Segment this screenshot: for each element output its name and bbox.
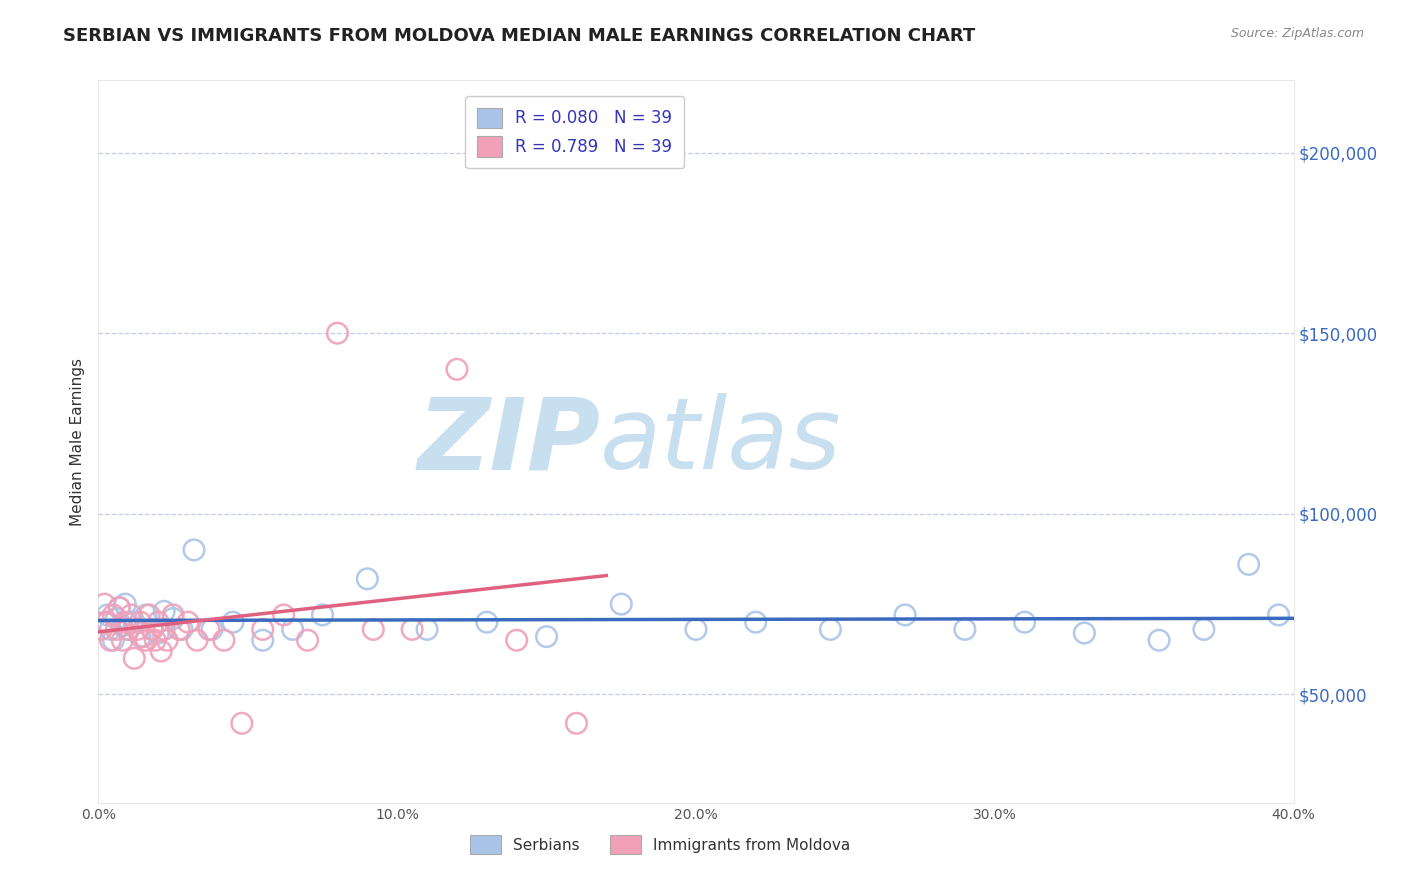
Point [98, 633, 122, 648]
Point [129, 630, 152, 644]
Point [252, 633, 274, 648]
Point [356, 572, 378, 586]
Point [311, 607, 333, 622]
Point [98, 623, 122, 637]
Point [201, 623, 224, 637]
Point [610, 597, 633, 611]
Point [117, 623, 139, 637]
Point [1147, 633, 1170, 648]
Point [252, 623, 274, 637]
Point [1192, 623, 1215, 637]
Text: Source: ZipAtlas.com: Source: ZipAtlas.com [1230, 27, 1364, 40]
Point [141, 623, 163, 637]
Point [162, 607, 184, 622]
Point [148, 615, 170, 630]
Point [93, 597, 115, 611]
Point [153, 623, 176, 637]
Point [135, 607, 157, 622]
Point [132, 630, 155, 644]
Point [143, 633, 166, 648]
Point [212, 633, 235, 648]
Point [135, 633, 157, 648]
Point [198, 623, 221, 637]
Point [105, 623, 128, 637]
Point [124, 651, 146, 665]
Y-axis label: Median Male Earnings: Median Male Earnings [69, 358, 84, 525]
Legend: Serbians, Immigrants from Moldova: Serbians, Immigrants from Moldova [464, 830, 856, 860]
Point [111, 619, 134, 633]
Point [120, 607, 142, 622]
Point [183, 542, 205, 557]
Point [105, 611, 128, 625]
Text: atlas: atlas [600, 393, 842, 490]
Point [167, 623, 190, 637]
Point [138, 607, 160, 622]
Point [506, 633, 529, 648]
Point [96, 615, 118, 630]
Point [108, 600, 131, 615]
Point [114, 615, 136, 630]
Text: SERBIAN VS IMMIGRANTS FROM MOLDOVA MEDIAN MALE EARNINGS CORRELATION CHART: SERBIAN VS IMMIGRANTS FROM MOLDOVA MEDIA… [63, 27, 976, 45]
Point [475, 615, 498, 630]
Point [363, 623, 385, 637]
Point [103, 633, 125, 648]
Point [416, 623, 439, 637]
Point [536, 630, 558, 644]
Point [148, 626, 170, 640]
Point [141, 623, 163, 637]
Point [153, 604, 176, 618]
Point [1073, 626, 1095, 640]
Point [96, 607, 118, 622]
Point [150, 644, 173, 658]
Point [953, 623, 976, 637]
Point [273, 607, 295, 622]
Point [231, 716, 253, 731]
Point [446, 362, 468, 376]
Point [114, 597, 136, 611]
Point [127, 623, 149, 637]
Point [820, 623, 842, 637]
Point [129, 615, 152, 630]
Point [186, 633, 208, 648]
Point [111, 633, 134, 648]
Point [1237, 558, 1260, 572]
Point [108, 600, 131, 615]
Point [745, 615, 768, 630]
Point [685, 623, 707, 637]
Point [297, 633, 319, 648]
Point [103, 607, 125, 622]
Point [222, 615, 245, 630]
Point [177, 615, 200, 630]
Point [894, 607, 917, 622]
Point [401, 623, 423, 637]
Point [326, 326, 349, 340]
Point [117, 623, 139, 637]
Point [1014, 615, 1036, 630]
Point [124, 615, 146, 630]
Point [565, 716, 588, 731]
Point [93, 615, 115, 630]
Point [156, 633, 179, 648]
Point [162, 611, 184, 625]
Text: ZIP: ZIP [418, 393, 600, 490]
Point [1267, 607, 1289, 622]
Point [90, 623, 112, 637]
Point [172, 623, 194, 637]
Point [281, 623, 304, 637]
